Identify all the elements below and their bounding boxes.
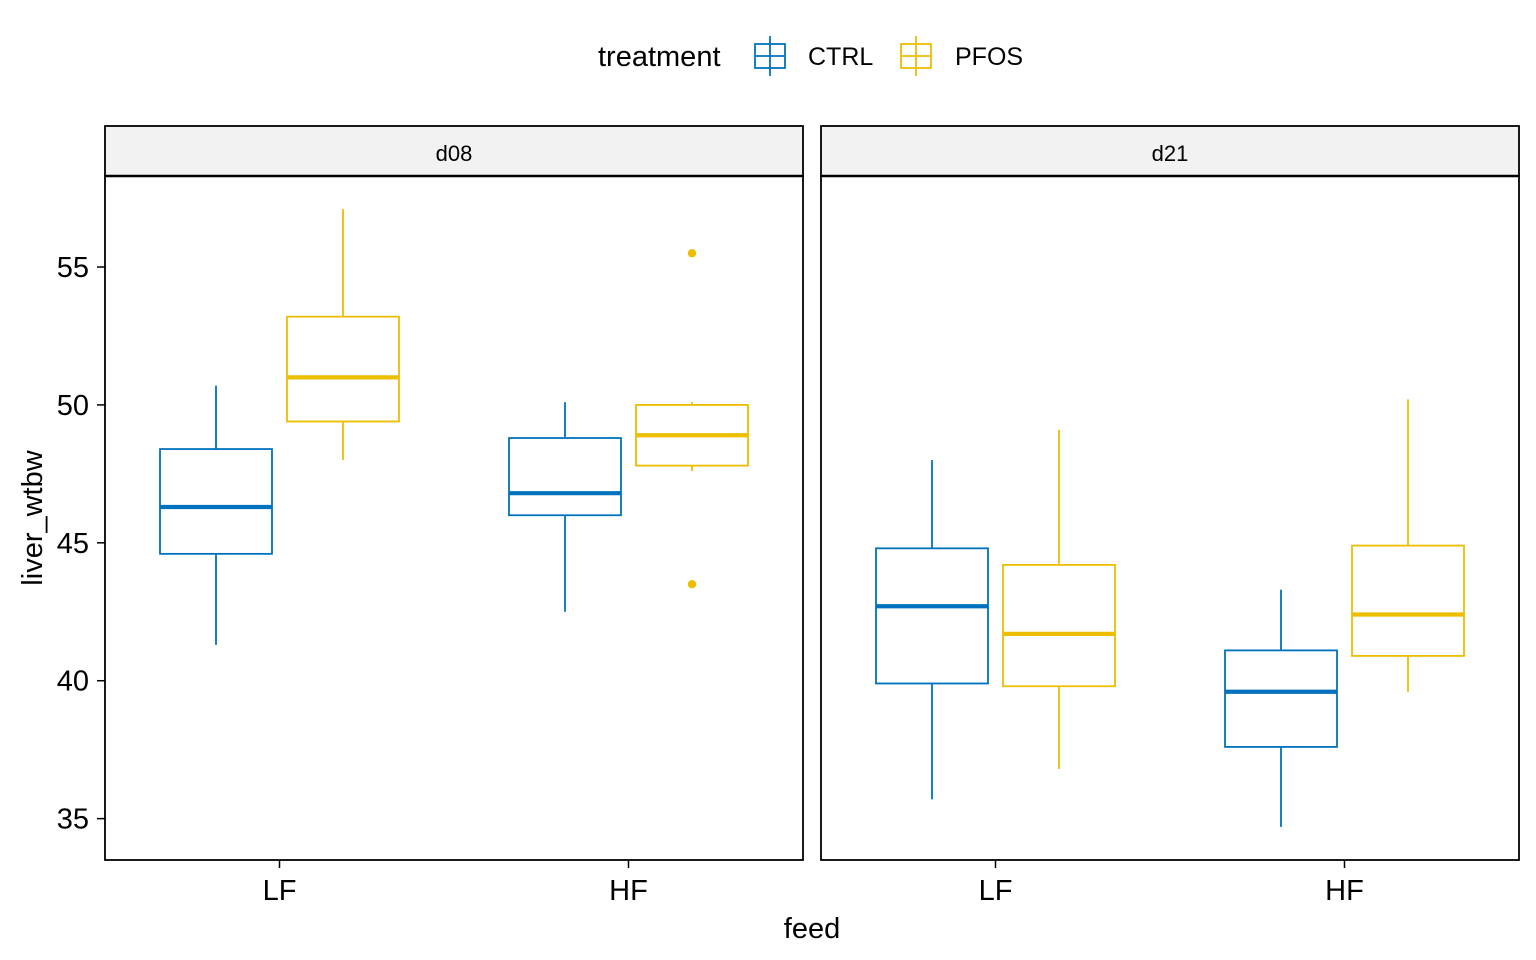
box-iqr bbox=[159, 448, 273, 555]
box-d21-hf-ctrl bbox=[1224, 589, 1338, 827]
outlier-point bbox=[687, 249, 697, 258]
panel-border-d08 bbox=[104, 175, 804, 861]
legend-label-pfos: PFOS bbox=[955, 43, 1023, 71]
legend-key-ctrl bbox=[754, 36, 786, 76]
box-iqr bbox=[508, 437, 622, 517]
x-tick-label-hf: HF bbox=[1325, 875, 1364, 907]
box-iqr bbox=[286, 315, 400, 423]
x-axis-title: feed bbox=[784, 913, 840, 945]
x-tick-label-lf: LF bbox=[263, 875, 297, 907]
panel-border-d21 bbox=[820, 175, 1520, 861]
x-tick-label-lf: LF bbox=[979, 875, 1013, 907]
box-d21-lf-ctrl bbox=[875, 460, 989, 800]
legend-key-pfos bbox=[900, 36, 932, 76]
facet-label-d21: d21 bbox=[1152, 141, 1189, 166]
box-d21-hf-pfos bbox=[1351, 399, 1465, 692]
y-tick-label-35: 35 bbox=[57, 804, 89, 836]
y-tick-label-50: 50 bbox=[57, 390, 89, 422]
box-d08-hf-pfos bbox=[635, 249, 749, 589]
y-tick-label-55: 55 bbox=[57, 252, 89, 284]
facet-strip-d08 bbox=[104, 125, 804, 177]
box-d08-lf-pfos bbox=[286, 209, 400, 461]
facet-label-d08: d08 bbox=[436, 141, 473, 166]
box-d08-lf-ctrl bbox=[159, 385, 273, 645]
facet-strip-d21 bbox=[820, 125, 1520, 177]
y-tick-label-45: 45 bbox=[57, 528, 89, 560]
legend-title: treatment bbox=[598, 41, 721, 73]
outlier-point bbox=[687, 579, 697, 589]
boxes-d21 bbox=[875, 399, 1465, 827]
boxes-d08 bbox=[159, 209, 749, 645]
legend-label-ctrl: CTRL bbox=[808, 43, 873, 71]
box-d08-hf-ctrl bbox=[508, 402, 622, 612]
y-tick-label-40: 40 bbox=[57, 666, 89, 698]
facet-d08: d08 bbox=[104, 125, 804, 861]
box-iqr bbox=[875, 547, 989, 685]
y-axis: 35 40 45 50 55 bbox=[57, 252, 105, 836]
box-d21-lf-pfos bbox=[1002, 429, 1116, 769]
box-iqr bbox=[1224, 649, 1338, 748]
facet-d21: d21 bbox=[820, 125, 1520, 861]
x-tick-label-hf: HF bbox=[609, 875, 648, 907]
box-iqr bbox=[1002, 563, 1116, 688]
box-iqr bbox=[1351, 544, 1465, 657]
x-axis-d21: LF HF bbox=[979, 860, 1364, 907]
y-axis-title: liver_wtbw bbox=[17, 449, 49, 585]
x-axis-d08: LF HF bbox=[263, 860, 648, 907]
legend: treatment CTRL PFOS bbox=[598, 36, 1023, 76]
